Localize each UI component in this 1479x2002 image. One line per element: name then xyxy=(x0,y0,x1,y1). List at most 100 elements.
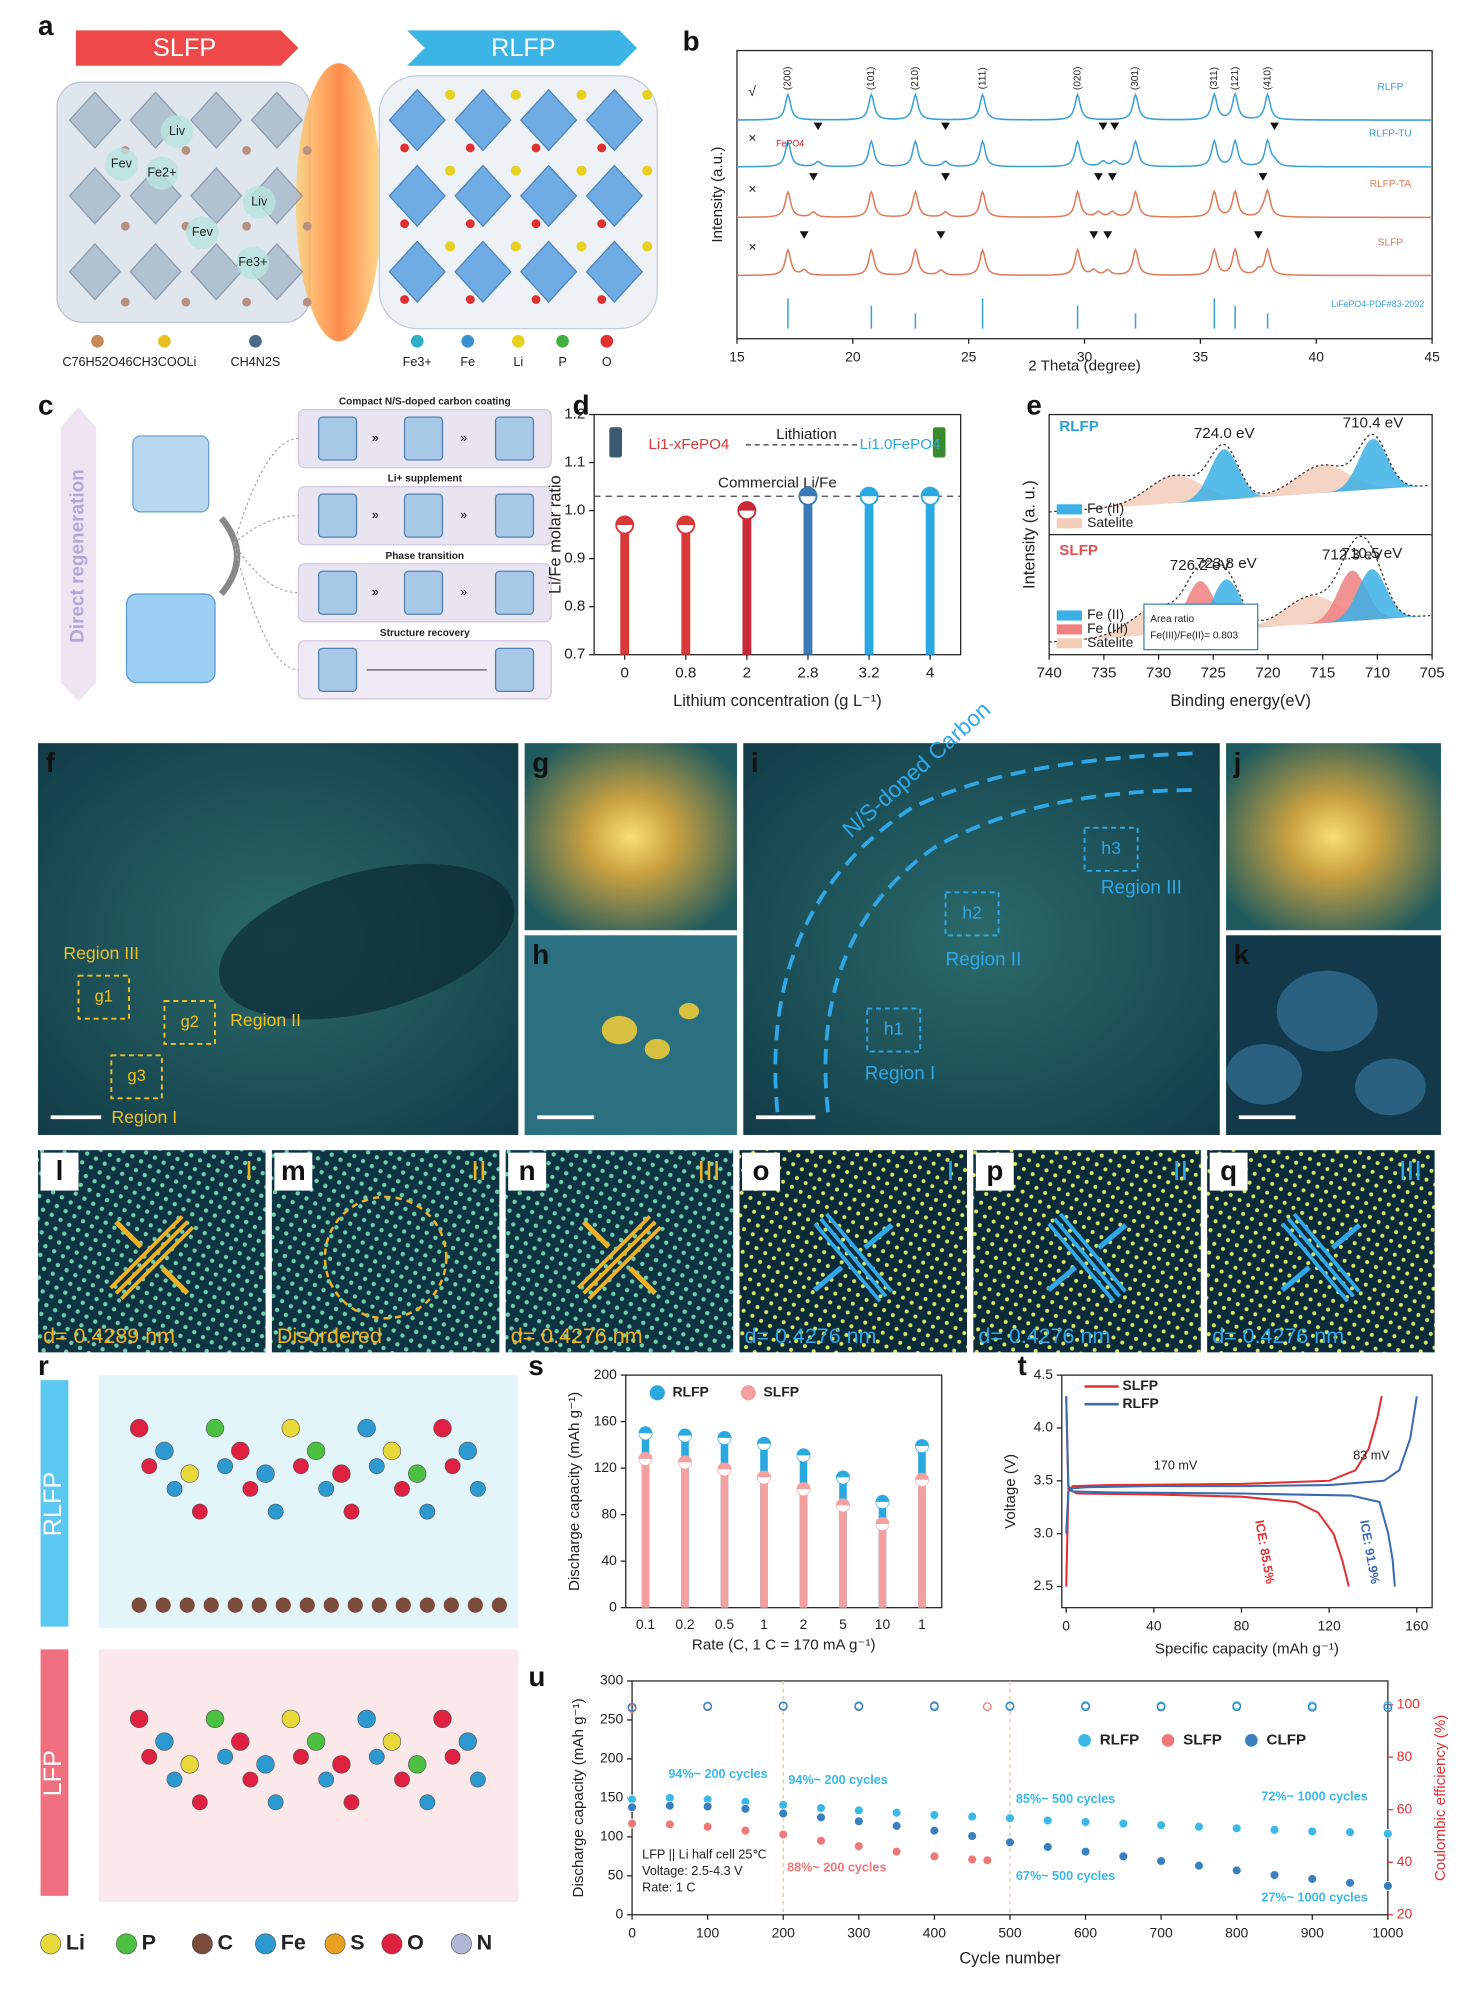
bar xyxy=(720,1469,729,1608)
disorder-ring xyxy=(323,1195,448,1320)
model-bg xyxy=(98,1375,519,1628)
site-ring xyxy=(242,185,276,219)
x-tick-label: 1000 xyxy=(1372,1924,1403,1940)
x-tick-label: 725 xyxy=(1201,665,1226,682)
x-tick-label: 500 xyxy=(998,1924,1021,1940)
hkl-label: (020) xyxy=(1072,67,1083,91)
bar-cap-half xyxy=(922,496,938,504)
x-tick-label: 10 xyxy=(875,1616,891,1632)
atom xyxy=(267,1794,284,1811)
legend-label: CLFP xyxy=(1267,1731,1307,1748)
capacity-point xyxy=(1383,1881,1393,1891)
legend-swatch xyxy=(91,334,104,348)
side-text: Direct regeneration xyxy=(67,469,88,643)
connector xyxy=(233,543,299,671)
atom xyxy=(368,1458,385,1475)
annotation: 67%~ 500 cycles xyxy=(1016,1869,1115,1883)
impurity-marker xyxy=(1094,173,1103,181)
impurity-marker xyxy=(809,173,818,181)
capacity-point xyxy=(816,1835,826,1846)
atom xyxy=(395,1597,411,1613)
capacity-point xyxy=(929,1851,940,1862)
atom xyxy=(205,1419,225,1438)
region-box-label: g1 xyxy=(95,988,113,1006)
panel-label: h xyxy=(532,939,549,970)
atom xyxy=(131,1597,147,1613)
y-tick-label: 40 xyxy=(601,1552,617,1568)
atom xyxy=(231,1732,250,1751)
panel-label: g xyxy=(532,747,549,778)
capacity-point xyxy=(702,1821,713,1832)
capacity-point xyxy=(1005,1813,1015,1823)
x-tick-label: 0 xyxy=(620,665,628,682)
impurity-label: FePO4 xyxy=(776,138,804,148)
atom xyxy=(394,1771,410,1788)
fringe-marker xyxy=(109,1215,195,1301)
atom xyxy=(458,1441,477,1461)
step-title: Structure recovery xyxy=(380,628,470,639)
bar xyxy=(681,525,691,655)
xps-peak xyxy=(1315,569,1427,624)
capacity-point xyxy=(1383,1828,1393,1839)
bar-cap-half xyxy=(757,1443,771,1451)
impurity-marker xyxy=(1258,173,1268,181)
banner-text: RLFP xyxy=(491,34,556,62)
capacity-point xyxy=(1307,1874,1318,1884)
side-arrow xyxy=(60,406,97,702)
y-axis-label: Li/Fe molar ratio xyxy=(547,475,565,594)
side-tag xyxy=(40,1380,69,1627)
atom xyxy=(318,1480,335,1497)
region-label: III xyxy=(1399,1155,1422,1186)
y2-tick-label: 60 xyxy=(1397,1800,1413,1816)
fringe-line xyxy=(587,1225,662,1301)
atom xyxy=(469,1480,486,1497)
y-tick-label: 50 xyxy=(608,1866,624,1882)
annotation: 85%~ 500 cycles xyxy=(1016,1792,1115,1806)
region-label: Region I xyxy=(111,1107,177,1127)
region-label: I xyxy=(245,1155,253,1186)
site-label: Fev xyxy=(192,225,214,239)
atom xyxy=(181,145,191,155)
region-label: Region II xyxy=(946,950,1022,971)
plot-frame xyxy=(593,413,962,656)
status-mark: × xyxy=(748,238,756,254)
capacity-point xyxy=(1156,1856,1166,1866)
fringe-arrow xyxy=(1046,1265,1078,1293)
fringe-arrow xyxy=(1280,1265,1311,1293)
banner-arrow xyxy=(407,30,638,66)
fringe-marker xyxy=(812,1212,894,1303)
d-spacing: d= 0.4276 nm xyxy=(1212,1324,1344,1348)
y-axis-label: Discharge capacity (mAh g⁻¹) xyxy=(566,1392,583,1591)
capacity-point xyxy=(778,1808,789,1819)
region-box xyxy=(866,1007,922,1053)
site-label: Fe2+ xyxy=(147,165,176,179)
reference-label: Commercial Li/Fe xyxy=(718,475,837,492)
site-ring xyxy=(145,156,179,190)
legend-swatch xyxy=(116,1933,137,1955)
atom xyxy=(141,1748,158,1765)
legend-swatch xyxy=(600,334,614,348)
plot-frame xyxy=(1061,1374,1433,1609)
status-mark: × xyxy=(748,130,756,146)
atom xyxy=(256,1464,275,1483)
atom xyxy=(576,165,587,176)
bar xyxy=(839,1505,847,1608)
y-tick-label: 300 xyxy=(600,1672,623,1688)
annotation: 72%~ 1000 cycles xyxy=(1261,1790,1367,1804)
legend-label: P xyxy=(142,1931,156,1955)
x-tick-label: 2.8 xyxy=(797,665,818,682)
impurity-marker xyxy=(936,231,946,239)
mini-cube xyxy=(317,493,358,538)
banner-text: SLFP xyxy=(153,34,216,62)
octahedron xyxy=(388,88,446,152)
panel-label: o xyxy=(752,1155,769,1186)
bar-cap-half xyxy=(797,1489,810,1496)
x-tick-label: 200 xyxy=(772,1924,795,1940)
mini-cube xyxy=(317,570,358,615)
y2-tick-label: 40 xyxy=(1397,1853,1413,1869)
capacity-point xyxy=(929,1825,940,1836)
atom xyxy=(510,241,521,252)
legend-label: Li xyxy=(66,1931,85,1955)
y-tick-label: 0 xyxy=(615,1905,623,1921)
